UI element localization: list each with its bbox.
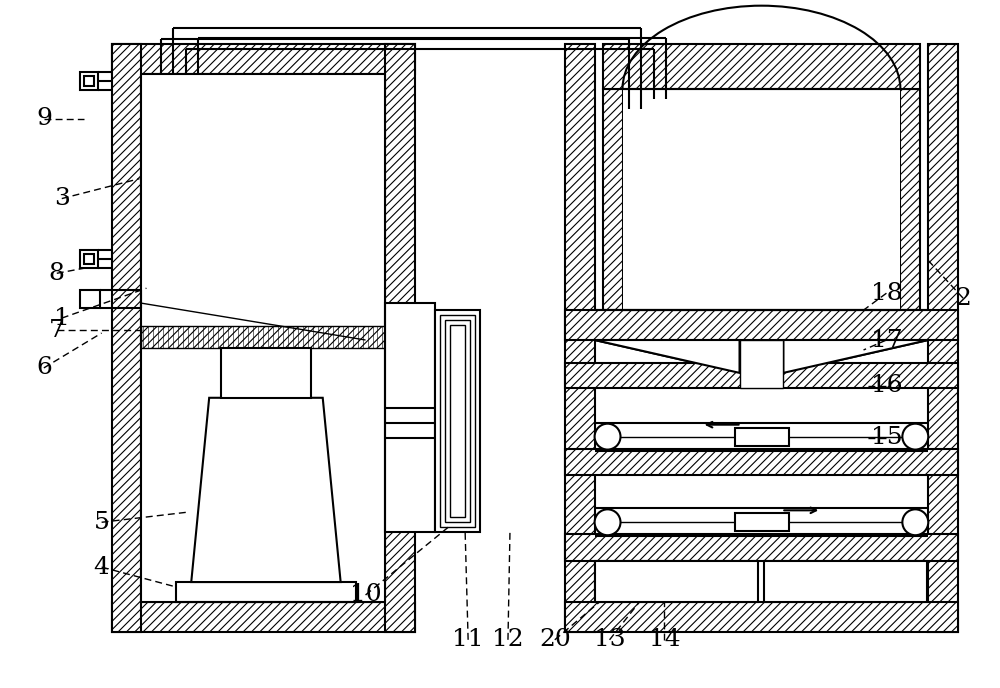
Text: 3: 3	[54, 187, 70, 210]
Bar	[565, 44, 595, 632]
Bar	[141, 74, 385, 602]
Bar	[565, 534, 958, 561]
Bar	[385, 303, 435, 533]
Bar	[603, 44, 920, 89]
Bar	[80, 72, 98, 90]
Text: 18: 18	[871, 281, 902, 305]
Bar	[385, 44, 415, 632]
Bar	[565, 310, 958, 340]
Text: 1: 1	[54, 307, 70, 330]
Text: 15: 15	[871, 426, 902, 449]
Text: 7: 7	[49, 319, 65, 341]
Bar	[440, 315, 475, 527]
Text: 20: 20	[539, 628, 571, 652]
Bar	[141, 326, 385, 348]
Circle shape	[595, 509, 621, 535]
Text: 11: 11	[452, 628, 484, 652]
Circle shape	[902, 424, 928, 449]
Bar	[928, 44, 958, 632]
Circle shape	[902, 509, 928, 535]
Text: 10: 10	[350, 583, 381, 607]
Text: 9: 9	[36, 107, 52, 131]
Bar	[623, 89, 900, 310]
Polygon shape	[191, 398, 341, 582]
Text: 14: 14	[649, 628, 680, 652]
Text: 8: 8	[49, 262, 65, 285]
Bar	[435, 310, 480, 533]
Bar	[565, 449, 958, 475]
Bar	[112, 602, 415, 632]
Bar	[764, 561, 927, 602]
Bar	[80, 290, 100, 308]
Bar	[595, 561, 758, 602]
Bar	[565, 363, 958, 388]
Bar	[445, 320, 470, 522]
Bar	[565, 602, 958, 632]
Bar	[112, 44, 415, 74]
Bar	[735, 428, 789, 446]
Bar	[112, 44, 141, 632]
Text: 13: 13	[594, 628, 625, 652]
Bar	[176, 582, 356, 602]
Bar	[603, 89, 623, 310]
Bar	[735, 513, 789, 531]
Bar	[80, 250, 98, 268]
Bar	[900, 89, 920, 310]
Polygon shape	[783, 340, 928, 373]
Text: 16: 16	[871, 374, 902, 398]
Bar	[84, 76, 94, 86]
Text: 5: 5	[94, 510, 110, 534]
Polygon shape	[783, 340, 928, 373]
Bar	[450, 325, 465, 517]
Bar	[740, 340, 783, 388]
Text: 2: 2	[955, 287, 971, 310]
Bar	[84, 255, 94, 264]
Polygon shape	[595, 340, 740, 373]
Bar	[221, 348, 311, 398]
Text: 4: 4	[94, 556, 110, 579]
Polygon shape	[595, 340, 740, 373]
Text: 6: 6	[36, 356, 52, 379]
Text: 17: 17	[871, 328, 902, 352]
Text: 12: 12	[492, 628, 524, 652]
Circle shape	[595, 424, 621, 449]
